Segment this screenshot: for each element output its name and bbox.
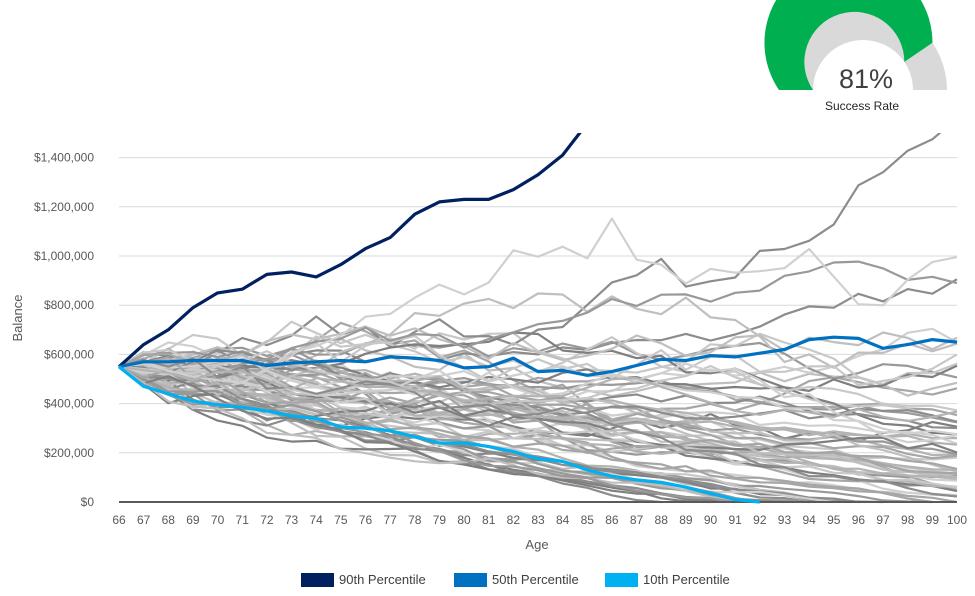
x-tick-label: 87 [630,513,644,527]
x-tick-label: 97 [876,513,890,527]
x-tick-label: 92 [753,513,767,527]
x-tick-label: 85 [581,513,595,527]
x-tick-label: 88 [655,513,669,527]
x-tick-label: 69 [186,513,200,527]
x-tick-label: 95 [827,513,841,527]
success-rate-value: 81% [839,64,893,94]
x-tick-label: 100 [947,513,967,527]
x-tick-label: 93 [778,513,792,527]
x-tick-label: 86 [605,513,619,527]
y-axis-title: Balance [10,295,25,342]
legend-item-10th: 10th Percentile [605,572,730,587]
x-tick-label: 80 [457,513,471,527]
simulation-path [118,356,958,504]
x-tick-label: 99 [926,513,940,527]
y-tick-label: $1,000,000 [34,249,94,263]
x-tick-label: 81 [482,513,496,527]
x-tick-label: 89 [679,513,693,527]
x-tick-label: 90 [704,513,718,527]
x-tick-label: 96 [852,513,866,527]
percentile-series [117,133,958,504]
x-tick-label: 82 [507,513,521,527]
simulation-path [118,365,958,489]
x-tick-label: 66 [112,513,126,527]
legend-item-50th: 50th Percentile [454,572,579,587]
x-tick-label: 98 [901,513,915,527]
simulation-path [118,357,958,460]
gauge-fill [764,0,933,90]
x-tick-label: 79 [433,513,447,527]
x-tick-label: 67 [137,513,151,527]
simulation-path [118,217,958,384]
legend-item-90th: 90th Percentile [301,572,426,587]
simulation-path [118,357,958,417]
legend-swatch-10th [605,573,638,587]
y-tick-label: $600,000 [44,347,94,361]
legend: 90th Percentile 50th Percentile 10th Per… [301,572,730,587]
legend-swatch-50th [454,573,487,587]
y-tick-label: $1,400,000 [34,151,94,165]
x-tick-label: 75 [334,513,348,527]
x-tick-label: 71 [236,513,250,527]
y-tick-label: $200,000 [44,446,94,460]
x-tick-label: 68 [162,513,176,527]
x-axis-title: Age [525,537,548,552]
y-tick-label: $400,000 [44,397,94,411]
legend-swatch-90th [301,573,334,587]
y-tick-label: $0 [81,495,95,509]
success-rate-gauge: 81% Success Rate [764,0,947,113]
simulation-path [118,260,958,382]
x-tick-label: 78 [408,513,422,527]
x-tick-label: 84 [556,513,570,527]
x-tick-label: 74 [309,513,323,527]
x-tick-label: 76 [359,513,373,527]
series-line-50th [118,335,958,377]
x-tick-label: 77 [383,513,397,527]
x-tick-label: 94 [802,513,816,527]
simulation-path [118,365,958,475]
x-tick-label: 72 [260,513,274,527]
simulation-path [118,365,736,504]
simulation-path [118,357,958,498]
simulation-path [118,365,760,504]
x-tick-label: 70 [211,513,225,527]
legend-label-50th: 50th Percentile [492,572,579,587]
x-tick-label: 91 [728,513,742,527]
simulation-path [118,350,958,412]
series-line-10th [117,365,760,504]
x-tick-label: 83 [531,513,545,527]
simulation-path [118,365,958,423]
simulation-path [118,365,958,479]
axes: Balance Age $0 $200,000 $400,000 $600,000 $8… [10,151,967,552]
simulation-path [118,349,958,430]
y-tick-label: $1,200,000 [34,200,94,214]
series-line-90th [117,133,582,368]
simulation-path [118,133,942,379]
legend-label-10th: 10th Percentile [643,572,730,587]
success-rate-label: Success Rate [825,99,899,113]
simulation-path [118,365,859,504]
y-tick-label: $800,000 [44,298,94,312]
x-tick-label: 73 [285,513,299,527]
legend-label-90th: 90th Percentile [339,572,426,587]
